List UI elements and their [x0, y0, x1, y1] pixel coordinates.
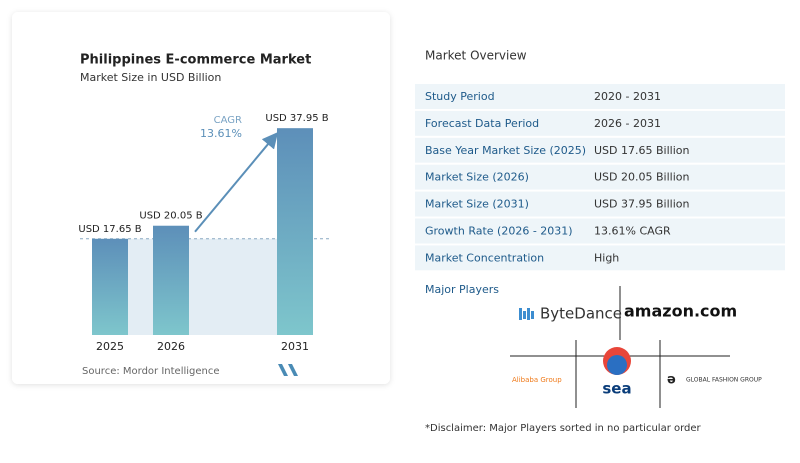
value-label: USD 20.05 B — [139, 211, 202, 222]
row-value: High — [594, 251, 619, 264]
baseline-area — [92, 238, 313, 335]
row-value: 13.61% CAGR — [594, 225, 671, 238]
row-value: USD 37.95 Billion — [594, 198, 689, 211]
row-bg — [415, 191, 785, 217]
chart-title: Philippines E-commerce Market — [80, 53, 311, 68]
row-value: USD 20.05 Billion — [594, 171, 689, 184]
bytedance-icon — [527, 308, 530, 320]
row-label: Forecast Data Period — [425, 117, 539, 130]
bar — [92, 238, 128, 335]
players-title: Major Players — [425, 283, 499, 296]
x-tick-label: 2026 — [157, 340, 185, 353]
logo — [278, 364, 298, 376]
bar — [277, 128, 313, 335]
row-label: Base Year Market Size (2025) — [425, 144, 586, 157]
cagr-label: CAGR — [214, 115, 242, 126]
overview-title: Market Overview — [425, 49, 527, 63]
value-label: USD 17.65 B — [78, 224, 141, 235]
bar — [153, 225, 189, 335]
disclaimer: *Disclaimer: Major Players sorted in no … — [425, 423, 702, 434]
row-bg — [415, 164, 785, 190]
source: Source: Mordor Intelligence — [82, 366, 220, 377]
sea-logo — [607, 355, 627, 375]
row-label: Market Concentration — [425, 251, 544, 264]
row-bg — [415, 245, 785, 271]
bytedance-icon — [523, 311, 526, 319]
player-logo: amazon.com — [624, 302, 737, 321]
chart-subtitle: Market Size in USD Billion — [80, 71, 221, 84]
row-value: 2026 - 2031 — [594, 117, 661, 130]
x-tick-label: 2031 — [281, 340, 309, 353]
row-label: Study Period — [425, 90, 495, 103]
row-bg — [415, 110, 785, 136]
player-logo: Alibaba Group — [512, 376, 562, 384]
row-value: USD 17.65 Billion — [594, 144, 689, 157]
row-bg — [415, 84, 785, 109]
row-label: Market Size (2031) — [425, 198, 529, 211]
gfg-icon: ə — [667, 373, 676, 388]
row-bg — [415, 218, 785, 244]
row-label: Growth Rate (2026 - 2031) — [425, 225, 573, 238]
row-value: 2020 - 2031 — [594, 90, 661, 103]
value-label: USD 37.95 B — [265, 113, 328, 124]
bytedance-icon — [519, 308, 522, 320]
row-bg — [415, 137, 785, 163]
row-label: Market Size (2026) — [425, 171, 529, 184]
cagr-value: 13.61% — [200, 127, 242, 140]
bytedance-icon — [531, 311, 534, 319]
player-logo: GLOBAL FASHION GROUP — [686, 377, 762, 384]
player-logo: ByteDance — [540, 305, 622, 323]
player-logo: sea — [602, 380, 631, 398]
cagr-arrow — [194, 132, 279, 233]
x-tick-label: 2025 — [96, 340, 124, 353]
